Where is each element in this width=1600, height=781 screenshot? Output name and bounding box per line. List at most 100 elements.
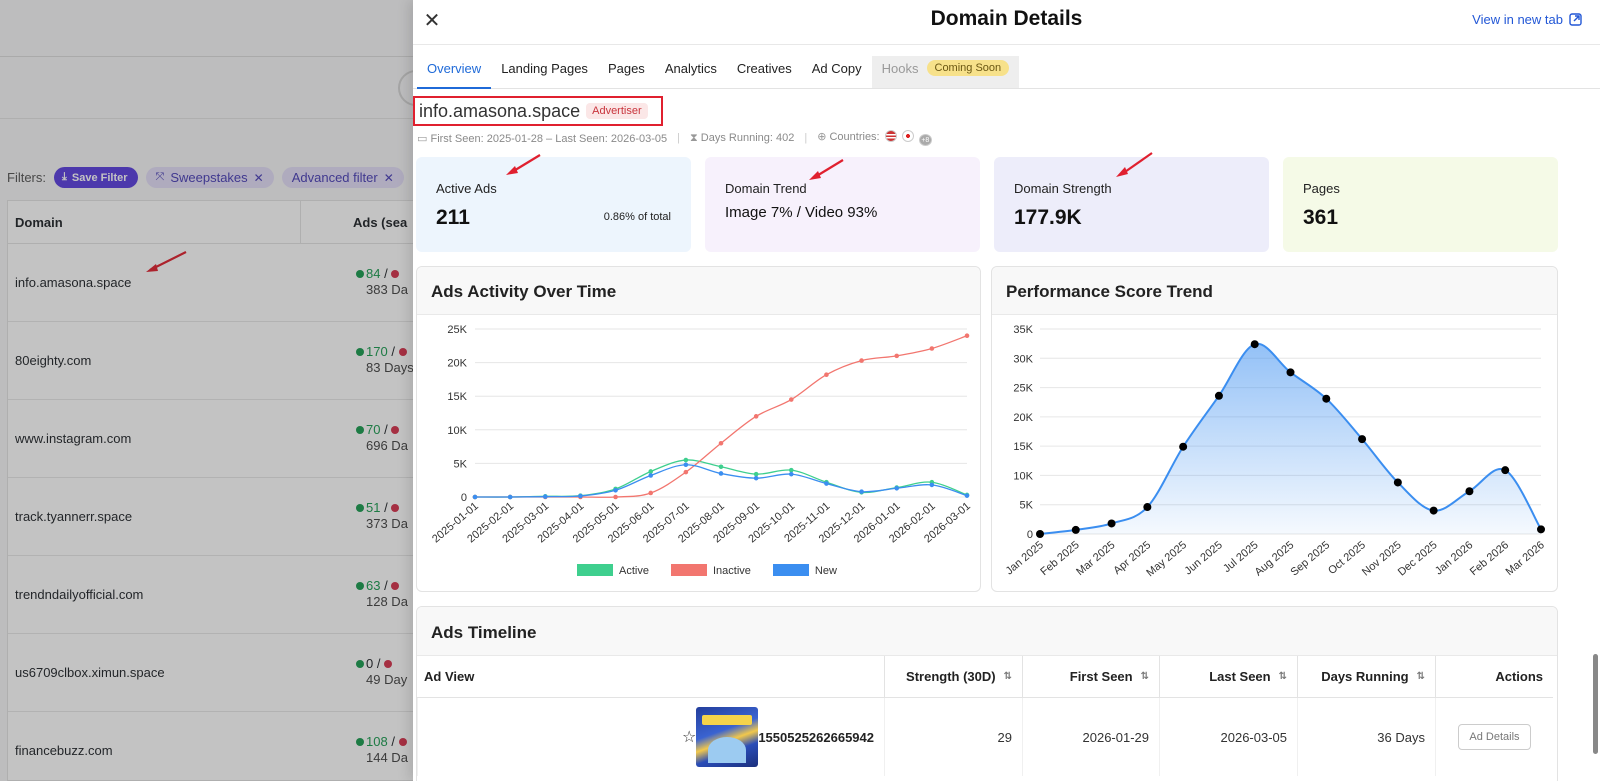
data-point — [1537, 525, 1545, 534]
days-running-text: Days Running: 402 — [700, 131, 795, 144]
data-point — [824, 372, 829, 377]
days-text: 128 Da — [366, 594, 408, 609]
legend-label: New — [814, 565, 837, 577]
domain-row[interactable]: us6709clbox.ximun.space 0 / 49 Day — [8, 634, 426, 712]
data-point — [648, 469, 654, 474]
sort-icon[interactable]: ⇅ — [1003, 671, 1012, 682]
y-tick-label: 20K — [1013, 412, 1033, 424]
countries: ⊕ Countries: +8 — [817, 130, 932, 146]
sort-icon[interactable]: ⇅ — [1278, 671, 1287, 682]
active-count: 51 — [366, 500, 381, 515]
filters-bar: Filters: ⤓ Save Filter ⤧ Sweepstakes ✕ A… — [7, 167, 404, 188]
inactive-dot — [391, 582, 400, 590]
card-label: Domain Strength — [1014, 181, 1112, 196]
x-tick-label: Mar 2026 — [1504, 539, 1547, 578]
view-new-tab-link[interactable]: View in new tab — [1472, 12, 1582, 27]
col-first-seen[interactable]: First Seen ⇅ — [1022, 656, 1159, 698]
card-active-ads: Active Ads 211 0.86% of total — [416, 157, 691, 252]
active-count: 170 — [366, 344, 388, 359]
tab-landing-pages[interactable]: Landing Pages — [501, 61, 588, 76]
sort-icon[interactable]: ⇅ — [1416, 671, 1425, 682]
remove-chip-icon[interactable]: ✕ — [383, 170, 394, 185]
card-value: Image 7% / Video 93% — [725, 204, 878, 221]
active-dot — [356, 660, 364, 668]
y-tick-label: 30K — [1013, 353, 1033, 365]
data-point — [753, 471, 759, 477]
scrollbar[interactable] — [1593, 654, 1598, 754]
sort-icon[interactable]: ⇅ — [1140, 671, 1149, 682]
meta-divider: | — [677, 132, 680, 144]
y-tick-label: 35K — [1013, 324, 1033, 336]
ads-activity-chart: 05K10K15K20K25K2025-01-012025-02-012025-… — [430, 324, 973, 545]
card-label: Active Ads — [436, 181, 497, 196]
ad-details-button[interactable]: Ad Details — [1458, 724, 1531, 750]
col-domain[interactable]: Domain — [8, 201, 301, 243]
domain-cell[interactable]: financebuzz.com — [15, 743, 113, 758]
data-point — [683, 462, 689, 468]
tab-analytics[interactable]: Analytics — [664, 61, 717, 76]
col-last-seen[interactable]: Last Seen ⇅ — [1159, 656, 1297, 698]
download-icon: ⤓ — [62, 171, 67, 183]
days-text: 383 Da — [366, 282, 408, 297]
domain-cell[interactable]: us6709clbox.ximun.space — [15, 665, 165, 680]
inactive-dot — [391, 270, 400, 278]
seen-dates-text: First Seen: 2025-01-28 – Last Seen: 2026… — [430, 132, 668, 145]
data-point — [1322, 394, 1331, 403]
domain-row[interactable]: www.instagram.com 70 / 696 Da — [8, 400, 426, 478]
data-point — [542, 494, 548, 499]
domain-cell[interactable]: 80eighty.com — [15, 353, 92, 368]
data-point — [859, 358, 864, 363]
tab-hooks[interactable]: Hooks Coming Soon — [871, 56, 1020, 88]
y-tick-label: 5K — [454, 458, 468, 470]
y-tick-label: 15K — [447, 391, 467, 403]
seen-dates: ▭ First Seen: 2025-01-28 – Last Seen: 20… — [417, 132, 667, 145]
domain-row[interactable]: trendndailyofficial.com 63 / 128 Da — [8, 556, 426, 634]
days-text: 49 Day — [366, 672, 408, 687]
data-point — [964, 333, 970, 339]
more-countries-badge[interactable]: +8 — [918, 134, 932, 146]
filter-chip-sweepstakes[interactable]: ⤧ Sweepstakes ✕ — [145, 167, 274, 188]
domain-cell[interactable]: trendndailyofficial.com — [15, 587, 144, 602]
tab-ad-copy[interactable]: Ad Copy — [811, 61, 862, 76]
ad-thumbnail[interactable] — [696, 707, 759, 767]
panel-title: Performance Score Trend — [992, 267, 1557, 315]
card-value: 211 — [436, 206, 470, 229]
close-icon[interactable]: ✕ — [423, 10, 441, 32]
coming-soon-badge: Coming Soon — [926, 60, 1010, 76]
domain-row[interactable]: track.tyannerr.space 51 / 373 Da — [8, 478, 426, 556]
active-dot — [356, 426, 364, 434]
tab-overview[interactable]: Overview — [417, 61, 492, 89]
filter-chip-advanced[interactable]: Advanced filter ✕ — [281, 167, 404, 188]
domain-cell[interactable]: info.amasona.space — [15, 275, 132, 290]
col-days-running[interactable]: Days Running ⇅ — [1297, 656, 1435, 698]
domain-row[interactable]: 80eighty.com 170 / 83 Days — [8, 322, 426, 400]
days-text: 373 Da — [366, 516, 408, 531]
timeline-table: Ad View Strength (30D) ⇅ First Seen ⇅ Last… — [417, 656, 1557, 776]
days-text: 144 Da — [366, 750, 408, 765]
domain-row[interactable]: financebuzz.com 108 / 144 Da — [8, 712, 426, 781]
data-point — [718, 440, 724, 446]
data-point — [894, 353, 900, 359]
data-point — [472, 494, 478, 500]
save-filter-button[interactable]: ⤓ Save Filter — [54, 167, 138, 188]
legend-active[interactable]: Active — [577, 564, 649, 577]
advertiser-badge: Advertiser — [586, 103, 648, 119]
col-ads[interactable]: Ads (sea — [353, 214, 408, 230]
tab-creatives[interactable]: Creatives — [736, 61, 792, 76]
modal-backdrop[interactable] — [0, 0, 415, 781]
domain-row[interactable]: info.amasona.space 84 / 383 Da — [8, 244, 426, 322]
col-label: First Seen — [1069, 669, 1133, 684]
star-icon[interactable]: ☆ — [681, 729, 697, 746]
tab-pages[interactable]: Pages — [607, 61, 645, 76]
stat-cards: Active Ads 211 0.86% of total Domain Tre… — [416, 157, 1558, 252]
domain-cell[interactable]: track.tyannerr.space — [15, 509, 133, 524]
first-seen-cell: 2026-01-29 — [1022, 698, 1159, 776]
count-separator: / — [384, 578, 388, 593]
remove-chip-icon[interactable]: ✕ — [253, 170, 264, 185]
days-text: 83 Days — [366, 360, 414, 375]
legend-inactive[interactable]: Inactive — [670, 564, 751, 577]
count-separator: / — [391, 344, 395, 359]
domain-cell[interactable]: www.instagram.com — [15, 431, 132, 446]
col-strength[interactable]: Strength (30D) ⇅ — [884, 656, 1022, 698]
legend-new[interactable]: New — [772, 564, 837, 577]
